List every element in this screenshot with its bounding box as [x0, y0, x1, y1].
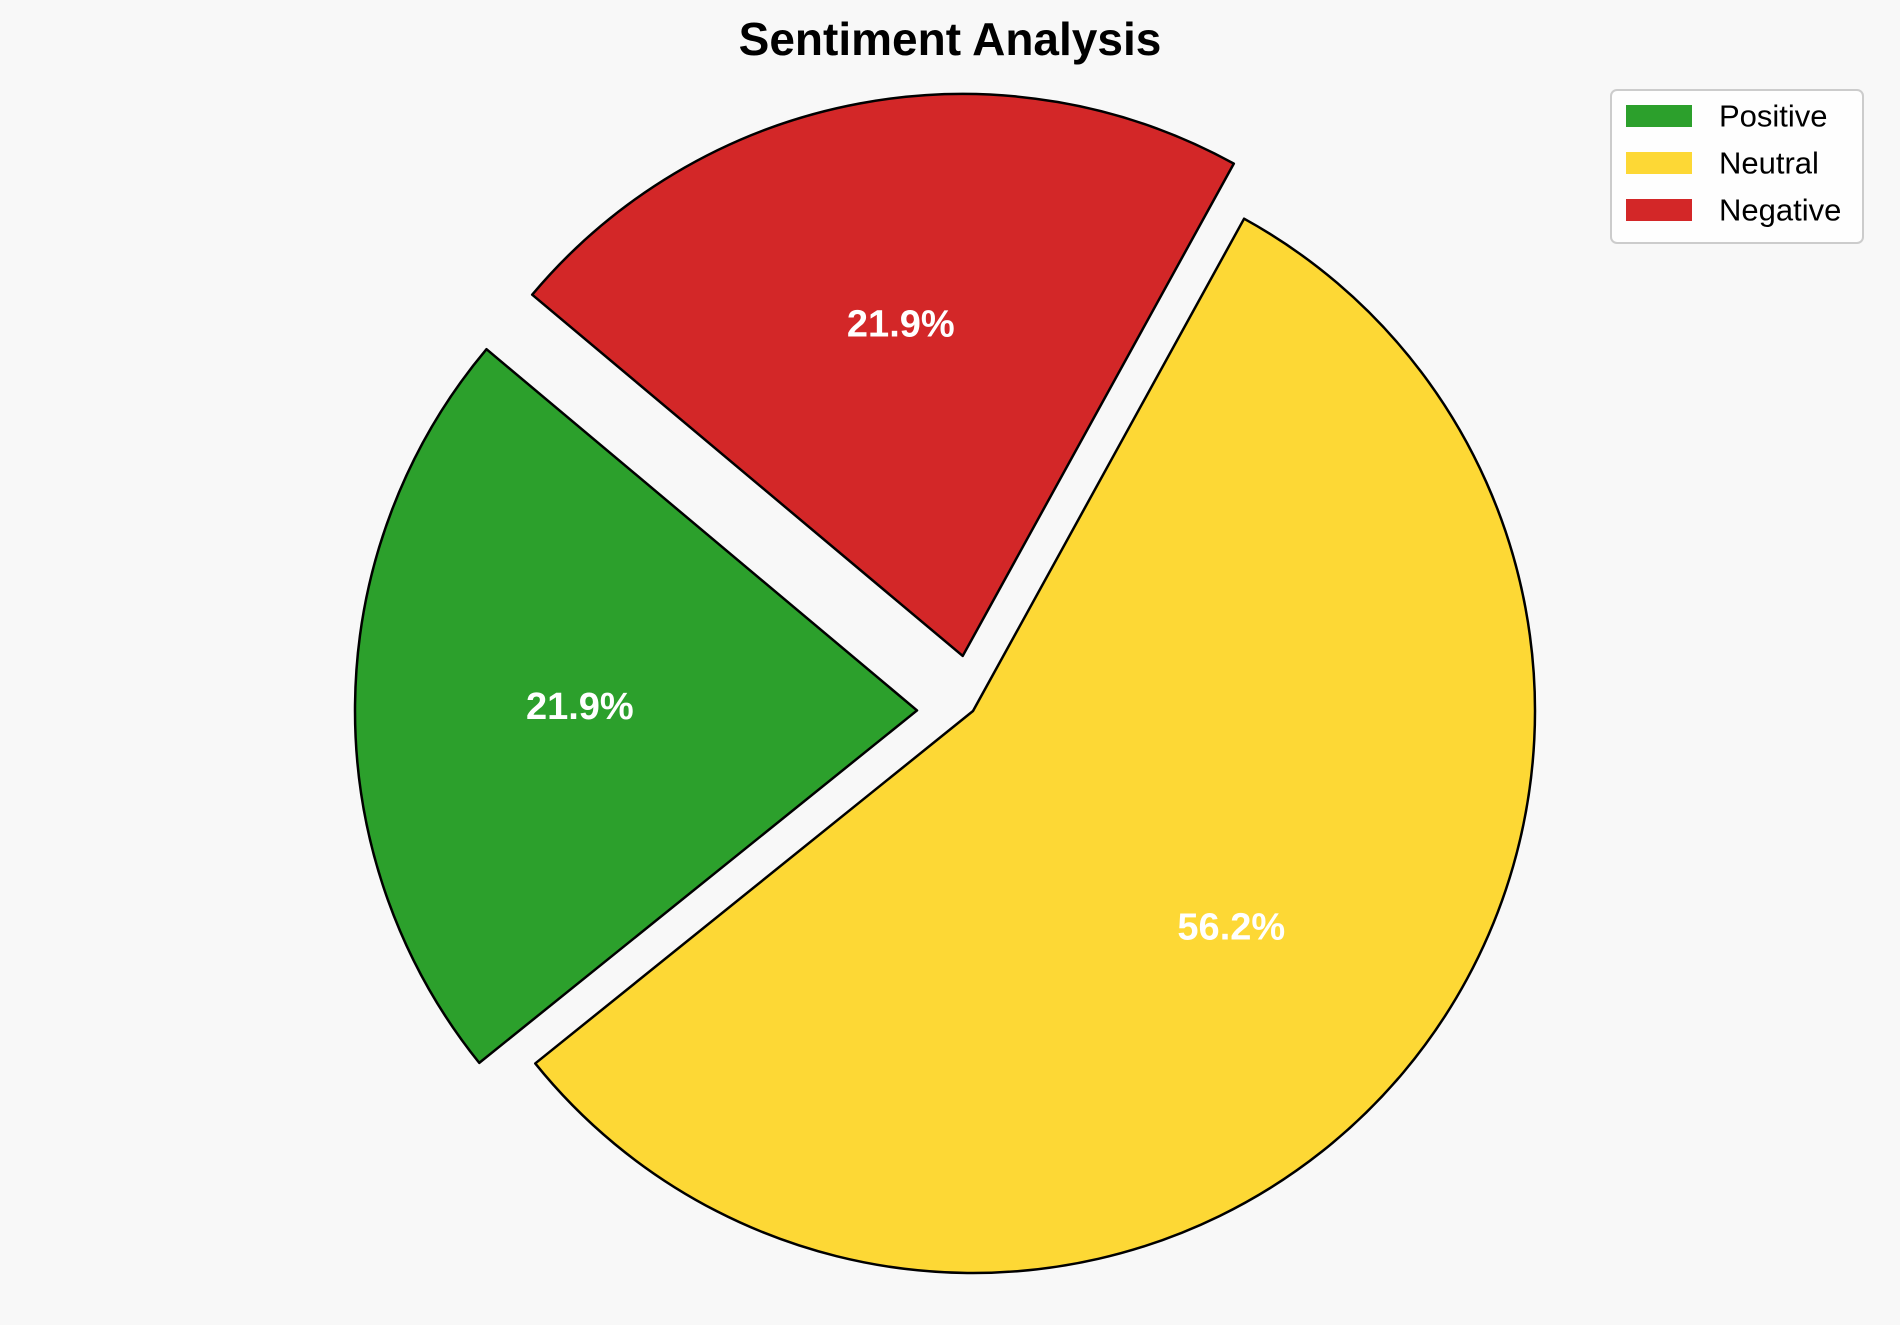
legend: Positive Neutral Negative: [1610, 89, 1864, 244]
pie-slice-negative: [530, 92, 1236, 658]
legend-label-positive: Positive: [1719, 99, 1828, 134]
slice-value-label-negative: 21.9%: [847, 303, 955, 345]
pie-slice-positive: [353, 347, 919, 1065]
legend-label-negative: Negative: [1719, 193, 1841, 228]
legend-swatch-negative: [1626, 199, 1692, 221]
legend-entries: Positive Neutral Negative: [1626, 99, 1841, 228]
chart-title: Sentiment Analysis: [739, 13, 1162, 65]
pie-value-labels: 21.9% 56.2% 21.9%: [526, 303, 1285, 948]
slice-value-label-positive: 21.9%: [526, 686, 634, 728]
legend-label-neutral: Neutral: [1719, 146, 1819, 181]
slice-value-label-neutral: 56.2%: [1177, 907, 1285, 949]
pie-slice-neutral: [534, 217, 1537, 1275]
legend-swatch-neutral: [1626, 152, 1692, 174]
pie-slices: [353, 92, 1537, 1275]
legend-swatch-positive: [1626, 105, 1692, 127]
